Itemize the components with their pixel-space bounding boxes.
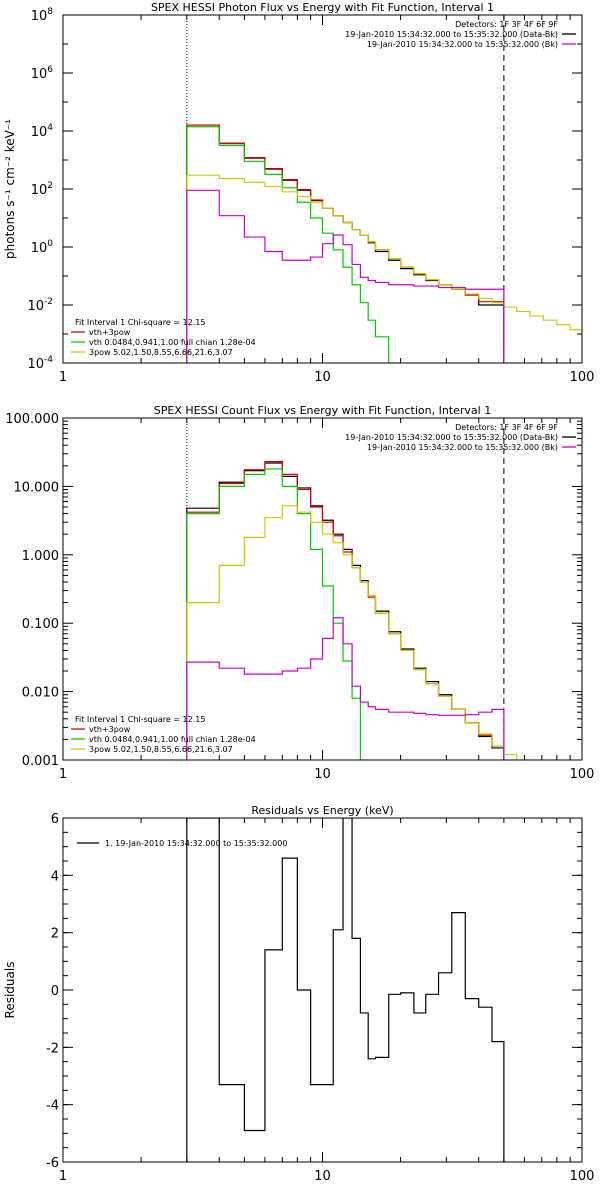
y-tick-label: 108 [31, 7, 54, 24]
y-tick-exponent: 2 [47, 181, 53, 191]
y-tick-label: -6 [46, 1156, 59, 1171]
series-group [186, 818, 505, 1162]
legend-text: Fit Interval 1 Chi-square = 12.15 [75, 715, 205, 724]
x-tick-label: 100 [570, 1169, 595, 1184]
series-line-bk [186, 617, 505, 760]
count-flux-panel: SPEX HESSI Count Flux vs Energy with Fit… [5, 404, 594, 782]
plot-frame [62, 14, 583, 364]
y-tick-base: 10 [27, 299, 44, 314]
series-line-3pow [186, 174, 582, 363]
y-tick-label: 2 [51, 927, 59, 942]
plot-frame [62, 817, 583, 1163]
y-tick-exponent: -4 [44, 355, 53, 365]
legend-text: vth+3pow [89, 328, 131, 337]
y-tick-exponent: 8 [47, 7, 53, 17]
legend-text: 19-Jan-2010 15:34:32.000 to 15:35:32.000… [345, 30, 558, 39]
y-tick-label: 0.001 [22, 754, 59, 769]
legend-text: 19-Jan-2010 15:34:32.000 to 15:35:32.000… [367, 40, 558, 49]
y-tick-label: 4 [51, 869, 59, 884]
y-tick-label: 10-4 [27, 355, 53, 372]
legend-text: vth 0.0484,0.941,1.00 full chian 1.28e-0… [89, 735, 256, 744]
y-tick-base: 10 [27, 357, 44, 372]
x-tick-label: 10 [314, 370, 331, 385]
series-line-3pow [186, 505, 530, 760]
series-line-bk [186, 189, 505, 363]
chart-title: SPEX HESSI Photon Flux vs Energy with Fi… [151, 1, 494, 14]
x-tick-label: 1 [59, 1169, 67, 1184]
x-tick-label: 10 [314, 1169, 331, 1184]
y-tick-label: -4 [46, 1099, 59, 1114]
y-tick-exponent: 0 [47, 239, 53, 249]
y-tick-base: 10 [31, 183, 48, 198]
series-line-vth-3pow [186, 124, 505, 363]
y-tick-exponent: -2 [44, 297, 53, 307]
chart-title: Residuals vs Energy (keV) [251, 804, 393, 817]
legend-text: 3pow 5.02,1.50,8.55,6.66,21.6,3.07 [89, 348, 233, 357]
x-tick-label: 10 [314, 767, 331, 782]
y-tick-base: 10 [31, 125, 48, 140]
y-tick-label: 104 [31, 123, 54, 140]
y-axis-label: Residuals [3, 962, 17, 1019]
series-line-data-bk [186, 124, 505, 363]
legend-text: Detectors: 1F 3F 4F 6F 9F [455, 423, 558, 432]
y-tick-label: 100 [31, 239, 54, 256]
y-tick-label: -2 [46, 1041, 59, 1056]
x-tick-label: 1 [59, 370, 67, 385]
x-tick-label: 100 [570, 767, 595, 782]
y-tick-label: 1.000 [22, 549, 59, 564]
y-tick-base: 10 [31, 67, 48, 82]
y-tick-label: 102 [31, 181, 53, 198]
y-tick-label: 10-2 [27, 297, 53, 314]
series-group [186, 124, 582, 363]
legend-text: 19-Jan-2010 15:34:32.000 to 15:35:32.000… [367, 443, 558, 452]
y-tick-label: 0 [51, 984, 59, 999]
x-tick-label: 100 [570, 370, 595, 385]
residuals-panel: Residuals vs Energy (keV) Residuals 1 10 100… [3, 804, 594, 1184]
y-tick-exponent: 4 [47, 123, 53, 133]
y-tick-label: 100.000 [5, 412, 59, 427]
y-tick-label: 10.000 [14, 480, 60, 495]
series-group [186, 461, 530, 760]
legend-text: Detectors: 1F 3F 4F 6F 9F [455, 20, 558, 29]
y-tick-label: 6 [51, 812, 59, 827]
y-tick-base: 10 [31, 241, 48, 256]
legend-text: vth 0.0484,0.941,1.00 full chian 1.28e-0… [89, 338, 256, 347]
series-line-vth [186, 126, 401, 363]
y-tick-base: 10 [31, 9, 48, 24]
y-tick-label: 106 [31, 65, 54, 82]
legend-text: vth+3pow [89, 725, 131, 734]
legend-text: 3pow 5.02,1.50,8.55,6.66,21.6,3.07 [89, 745, 233, 754]
x-tick-label: 1 [59, 767, 67, 782]
y-axis-label: photons s⁻¹ cm⁻² keV⁻¹ [3, 119, 17, 259]
y-tick-label: 0.010 [22, 686, 59, 701]
legend-text: 19-Jan-2010 15:34:32.000 to 15:35:32.000… [345, 433, 558, 442]
y-tick-label: 0.100 [22, 617, 59, 632]
plot-frame [62, 417, 583, 761]
legend-text: 1. 19-Jan-2010 15:34:32.000 to 15:35:32.… [105, 839, 287, 848]
y-tick-exponent: 6 [47, 65, 53, 75]
legend-text: Fit Interval 1 Chi-square = 12.15 [75, 318, 205, 327]
photon-flux-panel: SPEX HESSI Photon Flux vs Energy with Fi… [3, 1, 594, 385]
chart-title: SPEX HESSI Count Flux vs Energy with Fit… [154, 404, 491, 417]
series-line-1-19-jan-2010-15-34-32-000-to-15-35-32-000 [186, 818, 505, 1162]
